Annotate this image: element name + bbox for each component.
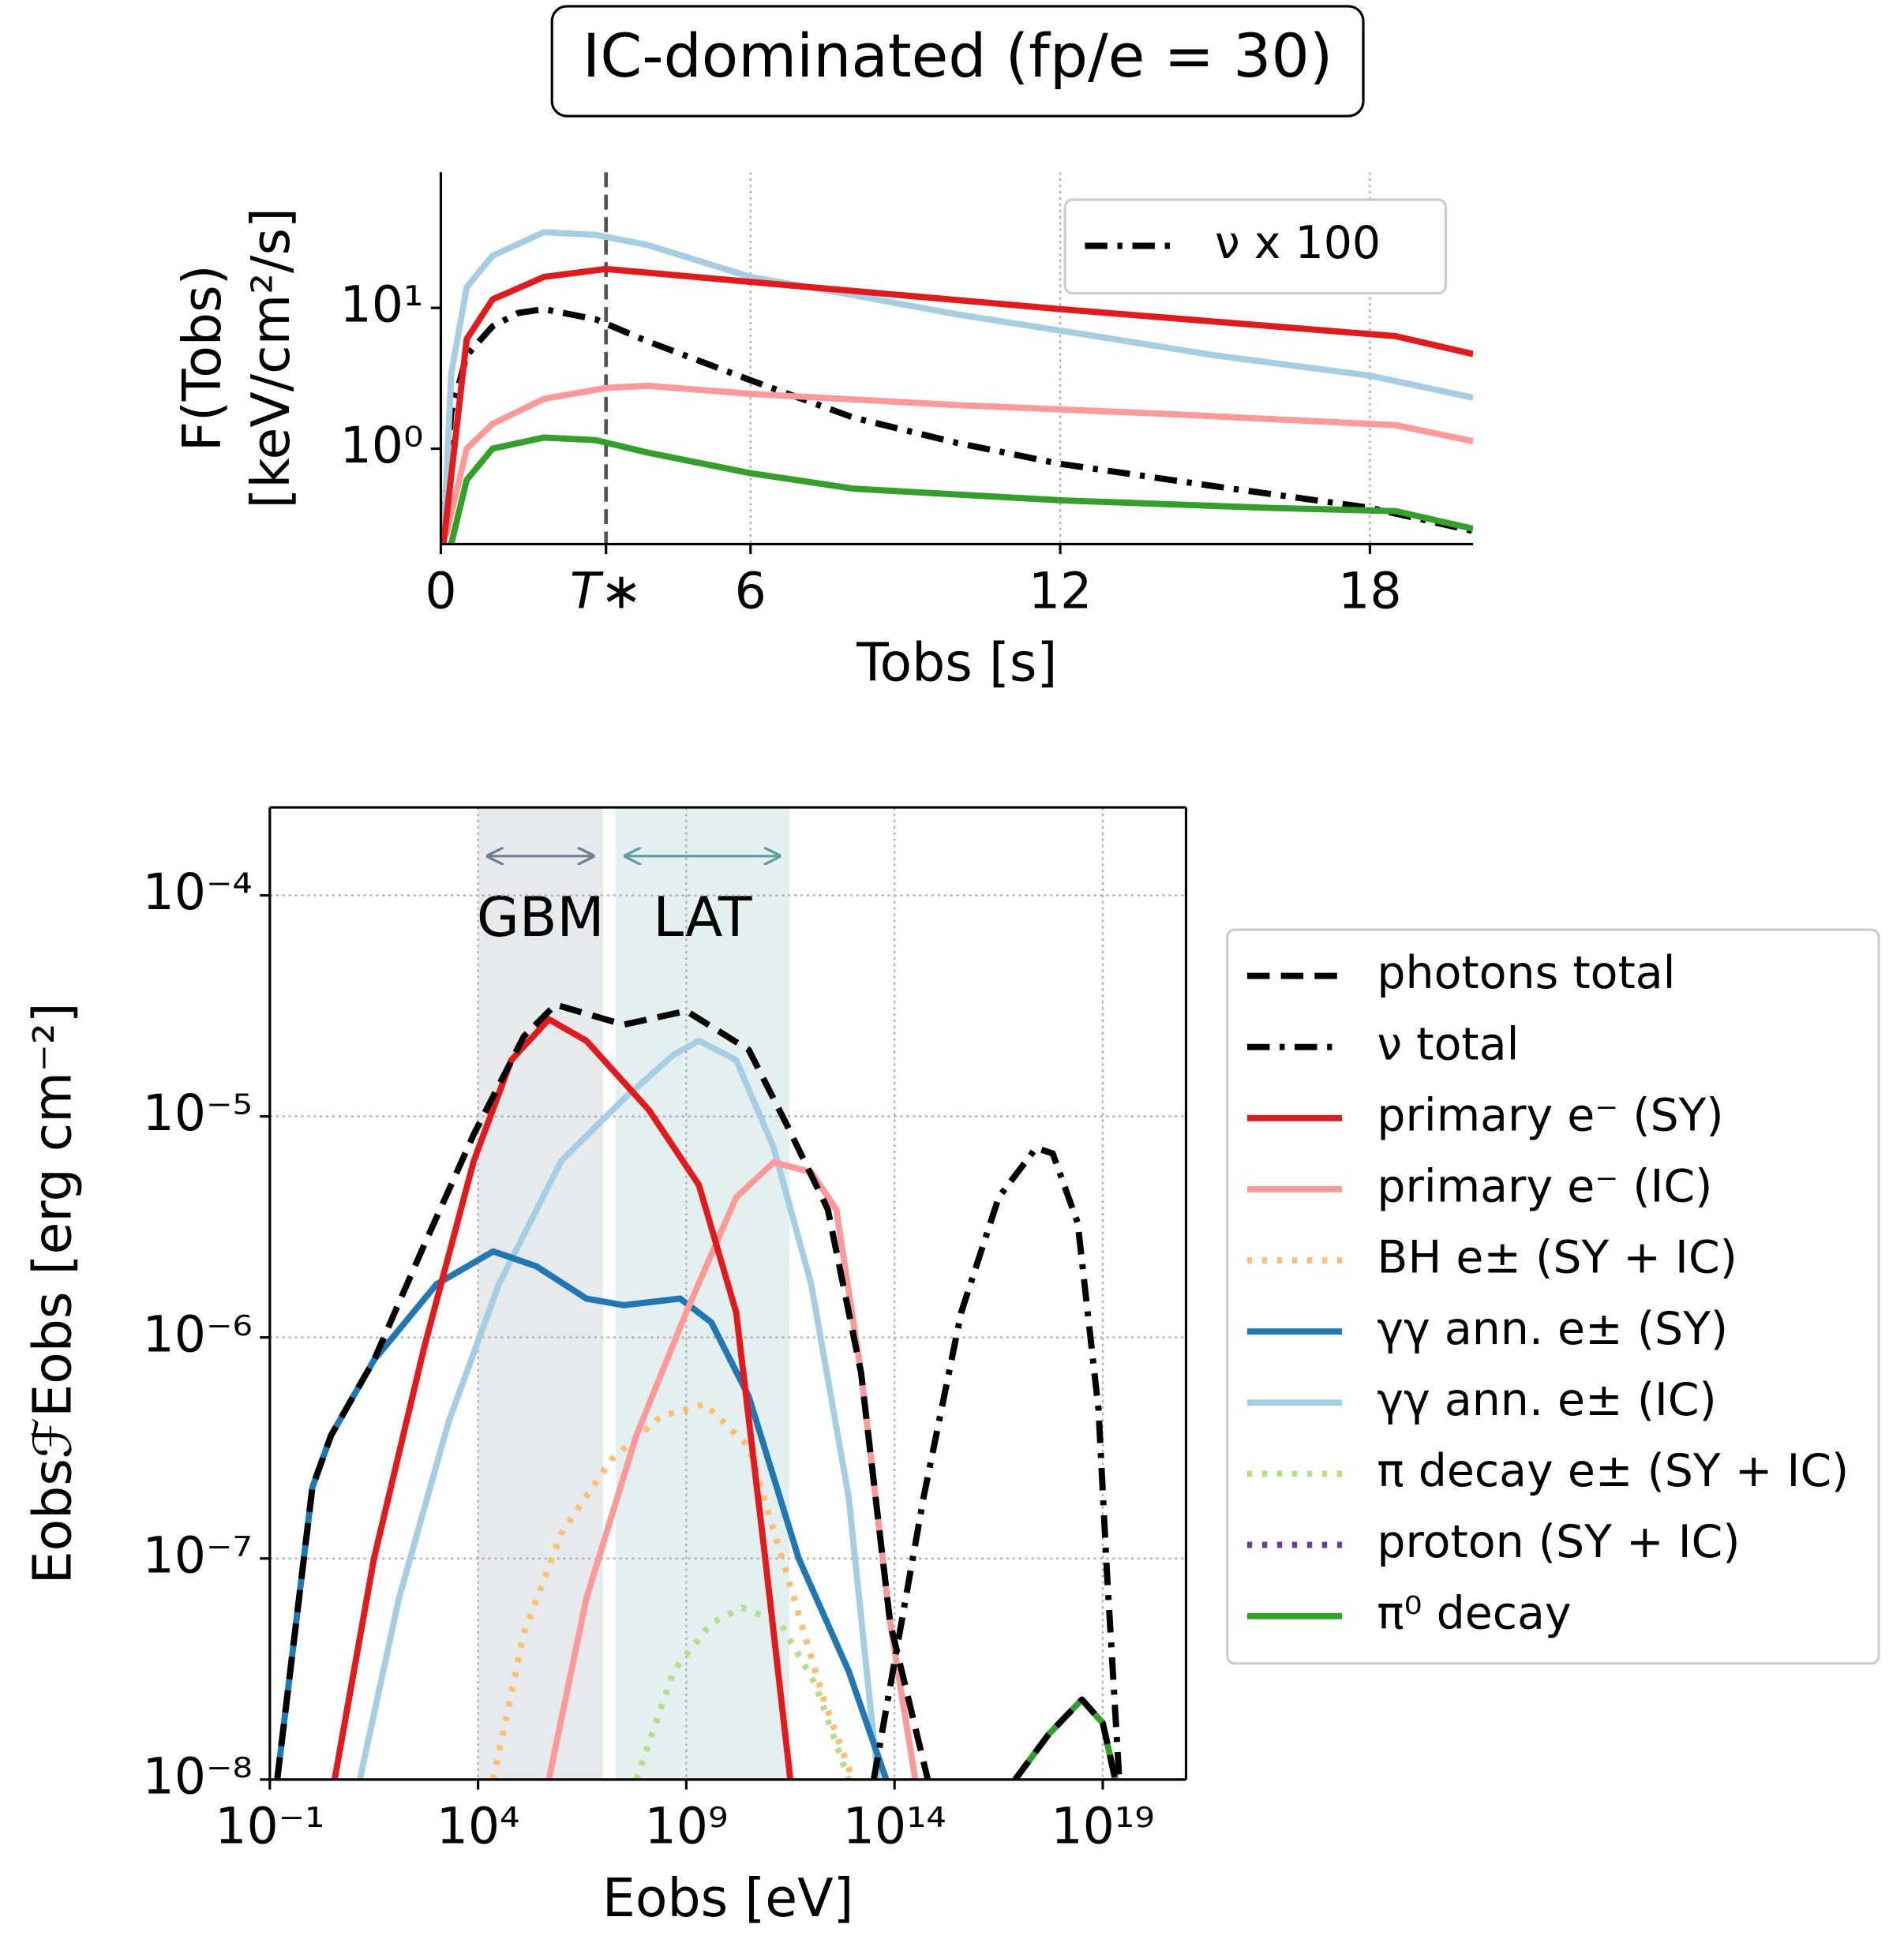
x-tick-label: 10⁻¹ (215, 1797, 324, 1855)
y-tick-label: 10⁻⁵ (142, 1084, 252, 1142)
series-line (332, 1016, 794, 1780)
x-tick-label: 0 (425, 561, 456, 620)
y-tick-label: 10¹ (339, 275, 423, 334)
legend-label: proton (SY + IC) (1377, 1516, 1740, 1568)
y-axis-label: F(Tobs) (171, 264, 233, 451)
legend: photons total ν total primary e⁻ (SY) prima… (1226, 928, 1880, 1665)
legend-label: BH e± (SY + IC) (1377, 1232, 1737, 1284)
series-line (1012, 1696, 1119, 1780)
x-axis-label: Eobs [eV] (602, 1867, 854, 1929)
series-line (870, 1144, 1123, 1780)
x-tick-label: 10¹⁹ (1051, 1797, 1154, 1855)
series-line (440, 305, 1474, 534)
legend-label: γγ ann. e± (IC) (1377, 1374, 1716, 1426)
series-line (443, 382, 1474, 537)
x-tick-label: 6 (735, 561, 766, 620)
x-tick-label: 12 (1029, 561, 1092, 620)
legend-label: π⁰ decay (1377, 1587, 1571, 1639)
chart-title: IC-dominated (fp/e = 30) (583, 21, 1332, 91)
x-tick-label: 18 (1338, 561, 1401, 620)
legend: ν x 100 (1063, 198, 1447, 295)
legend-label: primary e⁻ (SY) (1377, 1089, 1723, 1141)
x-tick-label: T∗ (570, 561, 643, 620)
x-tick-label: 10⁹ (644, 1797, 728, 1855)
series-line (545, 1159, 919, 1780)
title-box (550, 5, 1365, 118)
legend-box (1063, 198, 1447, 295)
legend-label: ν total (1377, 1018, 1519, 1070)
y-tick-label: 10⁻⁷ (142, 1526, 252, 1584)
plot-area (440, 172, 1371, 545)
series-line (440, 229, 1474, 545)
y-tick-label: 10⁻⁴ (142, 863, 252, 921)
series-line (633, 1604, 852, 1780)
y-tick-label: 10⁻⁸ (142, 1746, 252, 1805)
series-group (274, 1001, 1123, 1780)
legend-label: primary e⁻ (IC) (1377, 1161, 1712, 1213)
y-axis-label: EobsℱEobs [erg cm⁻²] (22, 1003, 84, 1585)
x-tick-label: 10¹⁴ (843, 1797, 946, 1855)
x-axis-label: Tobs [s] (856, 631, 1057, 693)
series-group (440, 229, 1474, 545)
band (615, 807, 790, 1780)
y-tick-label: 10⁻⁶ (142, 1305, 252, 1363)
series-line (440, 265, 1474, 545)
x-tick-label: 10⁴ (437, 1797, 520, 1855)
y-tick-label: 10⁰ (339, 416, 423, 474)
legend-box (1226, 928, 1880, 1665)
legend-label: π decay e± (SY + IC) (1377, 1445, 1849, 1497)
series-line (274, 1001, 1119, 1780)
y-axis-label: [keV/cm²/s] (240, 208, 302, 508)
series-line (448, 434, 1474, 545)
legend-label: ν x 100 (1215, 217, 1381, 269)
legend-label: photons total (1377, 947, 1675, 999)
legend-label: γγ ann. e± (SY) (1377, 1303, 1728, 1355)
series-line (356, 1037, 882, 1780)
